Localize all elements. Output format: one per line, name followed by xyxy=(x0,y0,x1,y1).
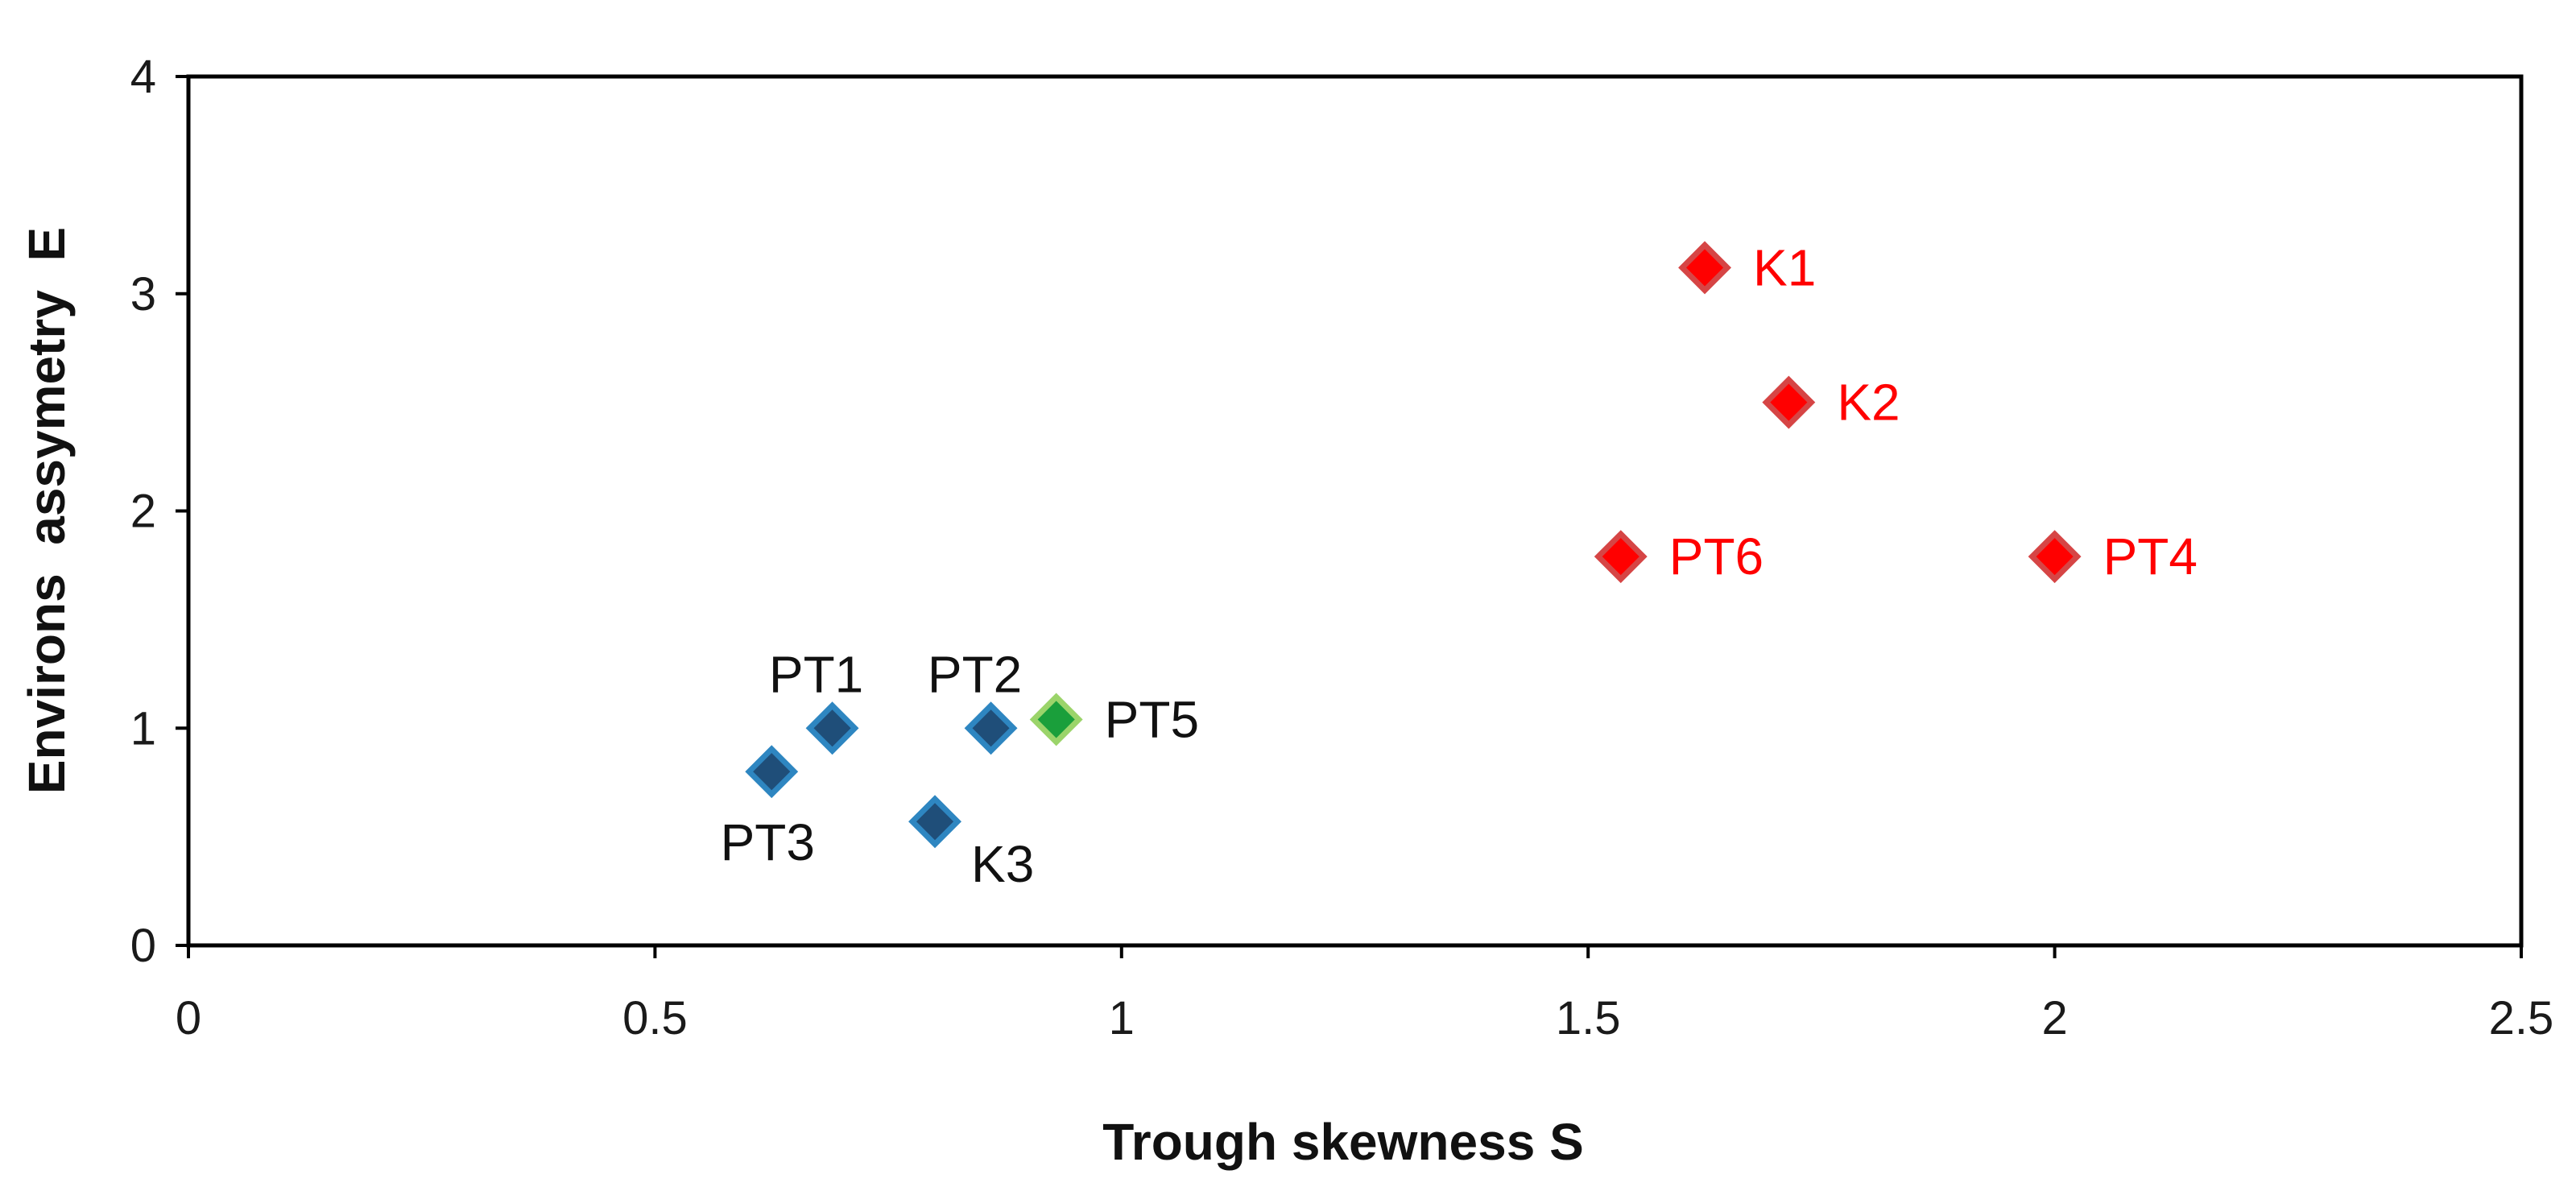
x-tick-label: 2.5 xyxy=(2489,992,2554,1044)
y-axis-title: Environs assymetry E xyxy=(18,227,76,794)
y-tick-label: 1 xyxy=(130,702,156,755)
x-axis-title: Trough skewness S xyxy=(1102,1113,1584,1171)
diamond-marker xyxy=(2028,530,2082,584)
diamond-marker xyxy=(964,701,1018,755)
x-tick-label: 1 xyxy=(1109,992,1135,1044)
x-tick-label: 1.5 xyxy=(1556,992,1621,1044)
data-point-pt3: PT3 xyxy=(721,745,815,871)
point-label: PT3 xyxy=(721,813,815,871)
data-point-pt4: PT4 xyxy=(2028,527,2198,585)
diamond-marker xyxy=(1678,241,1731,295)
diamond-marker xyxy=(805,701,859,755)
y-tick-label: 4 xyxy=(130,51,156,103)
point-label: K2 xyxy=(1837,374,1900,432)
point-label: PT2 xyxy=(928,645,1022,703)
point-label: K1 xyxy=(1753,238,1816,296)
point-label: PT5 xyxy=(1105,690,1199,748)
y-axis-ticks: 0 1 2 3 4 xyxy=(130,51,188,972)
point-label: PT1 xyxy=(769,645,863,703)
diamond-marker xyxy=(1762,375,1816,429)
data-point-k2: K2 xyxy=(1762,374,1900,432)
x-tick-label: 2 xyxy=(2041,992,2067,1044)
data-point-k1: K1 xyxy=(1678,238,1816,296)
diamond-marker xyxy=(745,745,799,799)
data-point-pt6: PT6 xyxy=(1594,527,1764,585)
point-label: PT6 xyxy=(1669,527,1764,585)
x-tick-label: 0.5 xyxy=(622,992,688,1044)
data-point-pt1: PT1 xyxy=(769,645,863,755)
data-point-pt5: PT5 xyxy=(1029,690,1199,748)
plot-area-frame xyxy=(186,74,2524,948)
diamond-marker xyxy=(1029,693,1083,746)
y-tick-label: 2 xyxy=(130,486,156,538)
diamond-marker xyxy=(908,795,961,849)
y-tick-label: 3 xyxy=(130,268,156,320)
point-label: K3 xyxy=(971,835,1034,893)
diamond-marker xyxy=(1594,530,1648,584)
data-point-pt2: PT2 xyxy=(928,645,1022,755)
data-point-k3: K3 xyxy=(908,795,1034,893)
point-label: PT4 xyxy=(2103,527,2198,585)
x-axis-ticks: 0 0.5 1 1.5 2 2.5 xyxy=(176,945,2553,1044)
y-tick-label: 0 xyxy=(130,920,156,972)
x-tick-label: 0 xyxy=(176,992,201,1044)
data-points: PT1 PT2 PT3 K3 PT5 K1 K2 PT6 PT4 xyxy=(721,238,2198,893)
